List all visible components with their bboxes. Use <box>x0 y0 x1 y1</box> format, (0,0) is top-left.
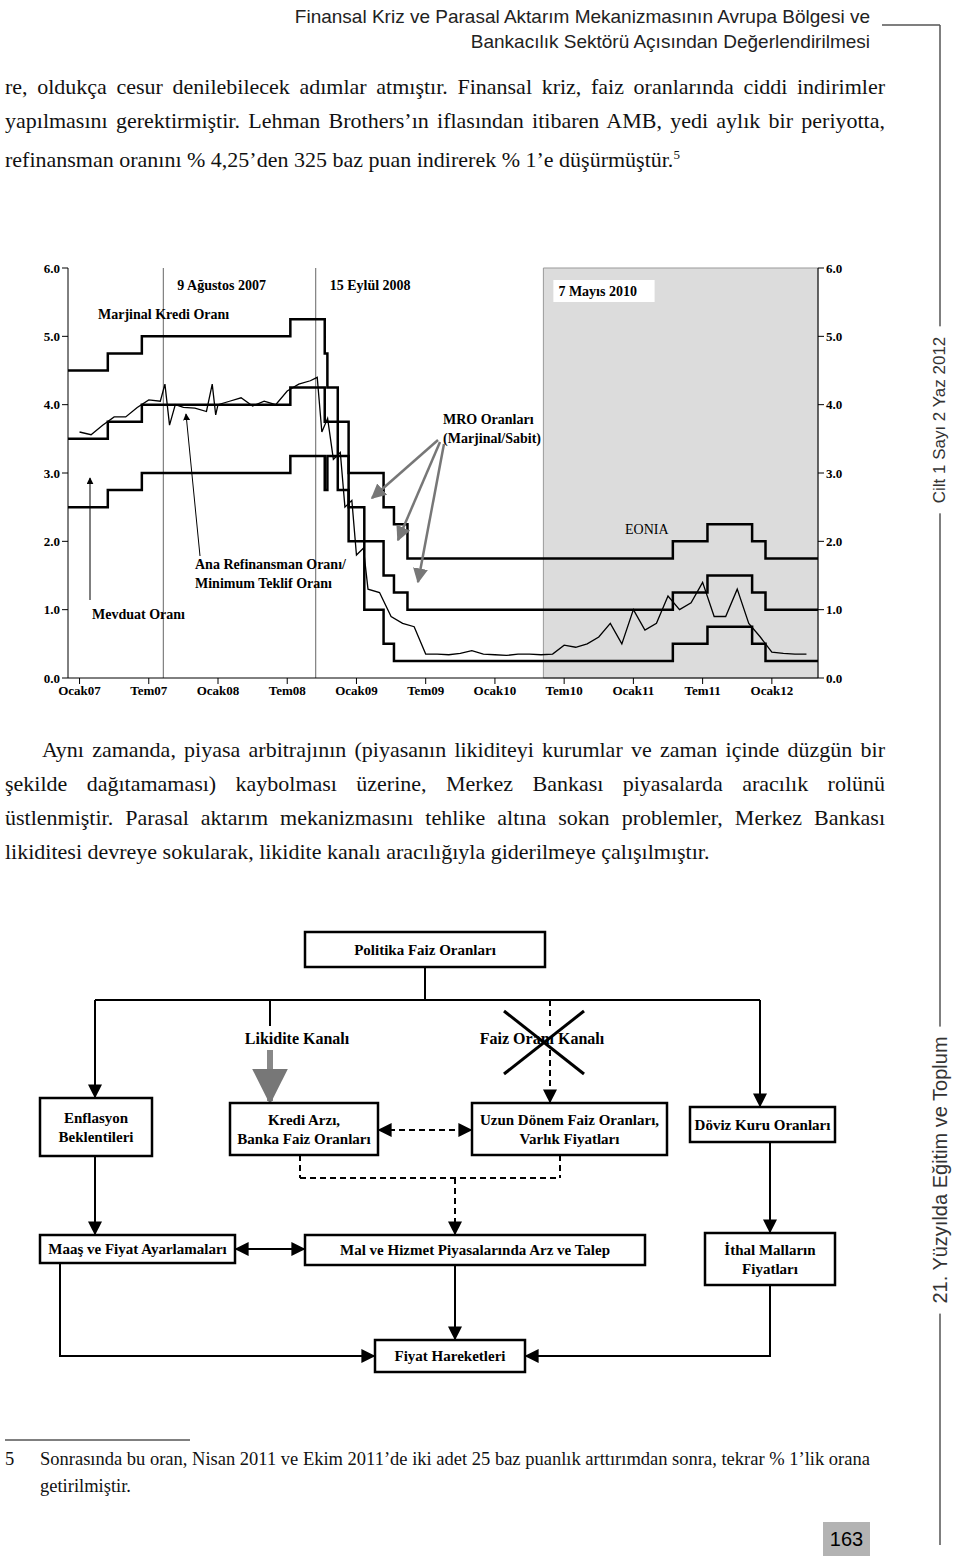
svg-text:4.0: 4.0 <box>44 397 60 412</box>
svg-text:3.0: 3.0 <box>44 466 60 481</box>
html-text:re, oldukça cesur denilebilece: re, oldukça cesur denilebilecek adımlar … <box>5 74 885 173</box>
html-text:Finansal Kriz ve Parasal Aktar: Finansal Kriz ve Parasal Aktarım Mekaniz… <box>294 6 870 27</box>
svg-text:Tem11: Tem11 <box>684 683 720 698</box>
svg-text:Tem10: Tem10 <box>546 683 583 698</box>
svg-text:1.0: 1.0 <box>826 602 842 617</box>
svg-text:6.0: 6.0 <box>44 261 60 276</box>
html-text:Cilt 1 Sayı 2 Yaz 2012: Cilt 1 Sayı 2 Yaz 2012 <box>930 336 949 504</box>
svg-text:Faiz Oranı Kanalı: Faiz Oranı Kanalı <box>480 1030 605 1047</box>
svg-text:Maaş ve Fiyat Ayarlamaları: Maaş ve Fiyat Ayarlamaları <box>48 1241 226 1257</box>
svg-text:EnflasyonBeklentileri: EnflasyonBeklentileri <box>59 1110 134 1145</box>
svg-text:Döviz Kuru Oranları: Döviz Kuru Oranları <box>695 1117 831 1133</box>
html-text:Bankacılık Sektörü Açısından D: Bankacılık Sektörü Açısından Değerlendir… <box>470 31 870 52</box>
svg-text:0.0: 0.0 <box>44 671 60 686</box>
html-text:21. Yüzyılda Eğitim ve Toplum: 21. Yüzyılda Eğitim ve Toplum <box>928 1036 951 1304</box>
svg-text:Uzun Dönem Faiz Oranları,Varlı: Uzun Dönem Faiz Oranları,Varlık Fiyatlar… <box>480 1112 659 1147</box>
svg-text:Kredi Arzı,Banka Faiz Oranları: Kredi Arzı,Banka Faiz Oranları <box>237 1112 370 1147</box>
svg-text:7 Mayıs 2010: 7 Mayıs 2010 <box>558 284 637 299</box>
svg-text:Ocak09: Ocak09 <box>335 683 378 698</box>
svg-text:5.0: 5.0 <box>826 329 842 344</box>
html-text:Aynı zamanda, piyasa arbitrajı: Aynı zamanda, piyasa arbitrajının (piyas… <box>5 737 885 864</box>
svg-text:EONIA: EONIA <box>625 522 669 537</box>
svg-text:İthal MallarınFiyatları: İthal MallarınFiyatları <box>724 1242 816 1277</box>
svg-text:6.0: 6.0 <box>826 261 842 276</box>
svg-text:Likidite Kanalı: Likidite Kanalı <box>245 1030 350 1047</box>
html-text:Sonrasında bu oran, Nisan 2011: Sonrasında bu oran, Nisan 2011 ve Ekim 2… <box>40 1449 870 1496</box>
svg-text:3.0: 3.0 <box>826 466 842 481</box>
svg-text:Tem09: Tem09 <box>407 683 445 698</box>
svg-text:Ocak10: Ocak10 <box>474 683 517 698</box>
svg-text:0.0: 0.0 <box>826 671 842 686</box>
svg-text:Mevduat Oranı: Mevduat Oranı <box>92 607 185 622</box>
svg-text:Tem07: Tem07 <box>130 683 168 698</box>
svg-text:15 Eylül 2008: 15 Eylül 2008 <box>330 278 411 293</box>
svg-text:Marjinal Kredi Oranı: Marjinal Kredi Oranı <box>98 307 229 322</box>
svg-text:Ocak08: Ocak08 <box>197 683 240 698</box>
svg-text:MRO Oranları(Marjinal/Sabit): MRO Oranları(Marjinal/Sabit) <box>443 411 541 446</box>
svg-text:2.0: 2.0 <box>826 534 842 549</box>
svg-text:Tem08: Tem08 <box>269 683 307 698</box>
svg-text:Ocak07: Ocak07 <box>58 683 101 698</box>
html-text:5: 5 <box>5 1449 15 1469</box>
svg-text:1.0: 1.0 <box>44 602 60 617</box>
svg-text:Ocak12: Ocak12 <box>751 683 794 698</box>
svg-text:4.0: 4.0 <box>826 397 842 412</box>
svg-text:Politika Faiz Oranları: Politika Faiz Oranları <box>354 942 496 958</box>
svg-text:2.0: 2.0 <box>44 534 60 549</box>
svg-text:Ocak11: Ocak11 <box>612 683 654 698</box>
svg-text:Ana Refinansman Oranı/Minimum: Ana Refinansman Oranı/Minimum Teklif Ora… <box>195 556 347 590</box>
html-text:163: 163 <box>829 1527 864 1550</box>
svg-text:Fiyat Hareketleri: Fiyat Hareketleri <box>395 1348 506 1364</box>
svg-text:5.0: 5.0 <box>44 329 60 344</box>
svg-text:9 Ağustos 2007: 9 Ağustos 2007 <box>177 278 266 293</box>
svg-text:Mal ve Hizmet Piyasalarında Ar: Mal ve Hizmet Piyasalarında Arz ve Talep <box>340 1242 610 1258</box>
